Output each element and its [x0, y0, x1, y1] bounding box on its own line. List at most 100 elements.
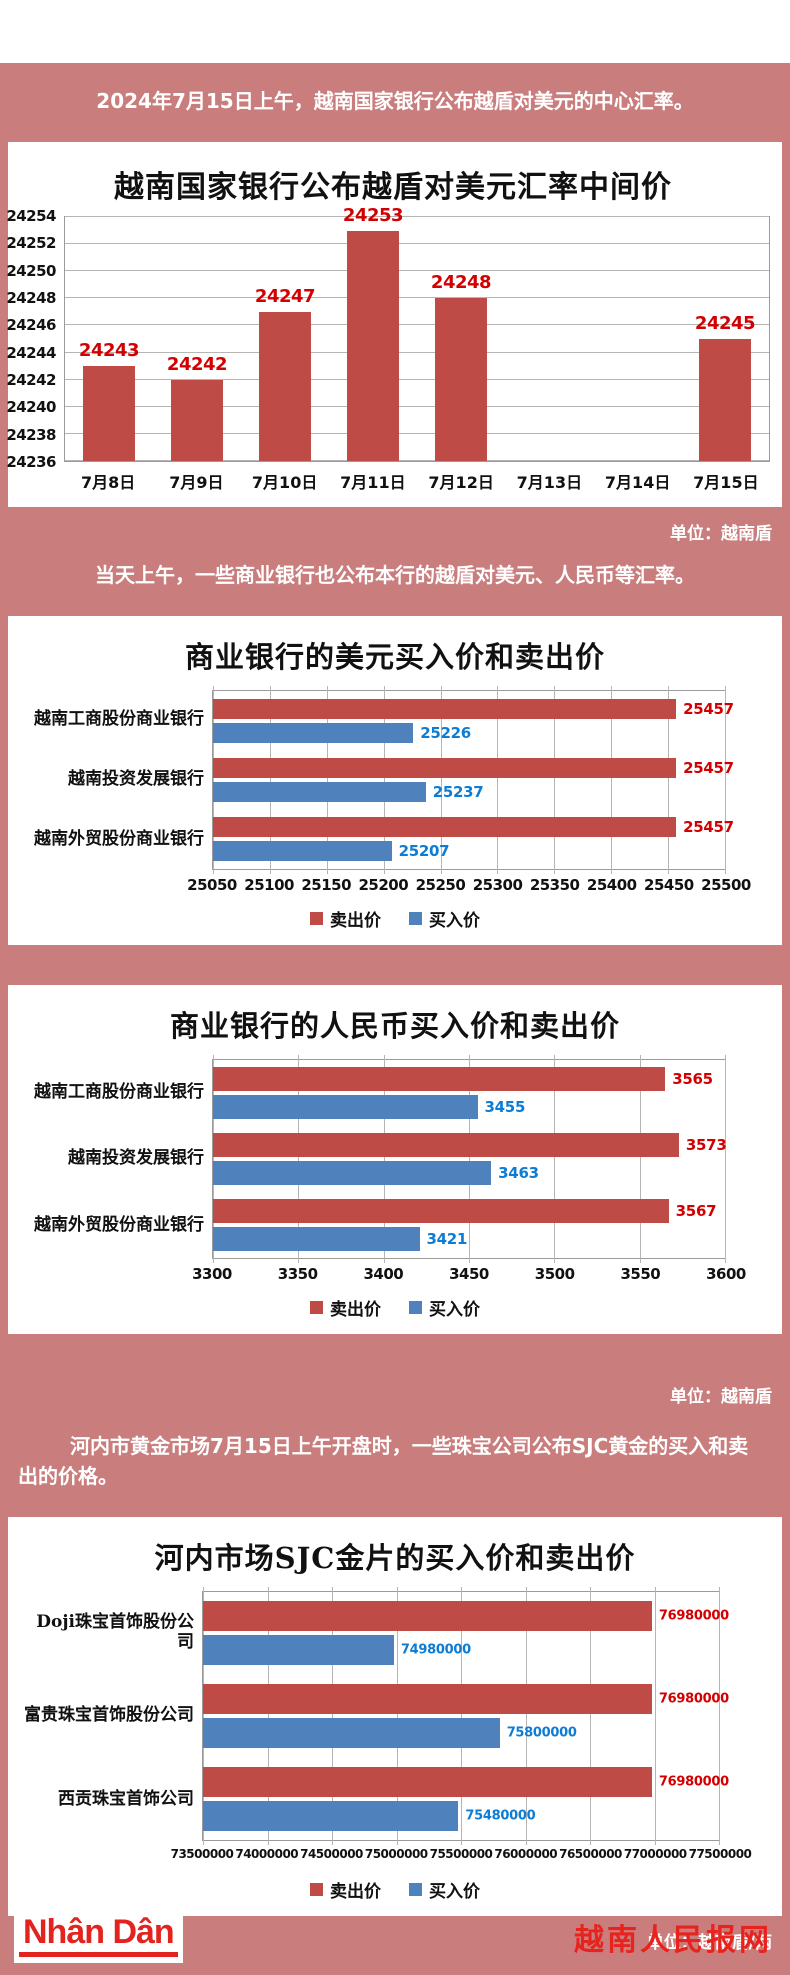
gridline [590, 1587, 591, 1845]
y-tick-label: 24242 [6, 371, 56, 389]
chart-body: 越南工商股份商业银行 越南投资发展银行 越南外贸股份商业银行 25457 25226 25… [20, 686, 770, 874]
x-tick-label: 3350 [277, 1265, 318, 1283]
chart-body: 越南工商股份商业银行 越南投资发展银行 越南外贸股份商业银行 3565 3455 3573… [20, 1055, 770, 1263]
chart-title-central-rate: 越南国家银行公布越盾对美元汇率中间价 [114, 170, 672, 205]
bar: 24247 [255, 286, 316, 461]
legend-item: 卖出价 [310, 1877, 381, 1902]
x-tick-label: 7月10日 [251, 473, 318, 492]
x-tick-label: 25450 [644, 876, 694, 894]
sell-bar: 25457 [213, 817, 734, 838]
unit-label-1: 单位：越南盾 [670, 524, 772, 544]
bar-value-label: 3573 [685, 1136, 727, 1154]
x-tick-label: 25200 [358, 876, 409, 894]
sell-bar: 76980000 [203, 1601, 729, 1632]
buy-bar: 74980000 [203, 1635, 471, 1666]
nhandan-logo: Nhân Dân [14, 1910, 183, 1963]
bar-column [593, 217, 681, 461]
y-axis: 24236 24238 24240 24242 24244 24246 24248 24250… [6, 207, 64, 471]
gridline [203, 1587, 204, 1845]
bar-value-label: 3567 [675, 1202, 717, 1220]
buy-bar: 25226 [213, 722, 471, 743]
bar-column: 24247 [241, 217, 329, 461]
bar-column: 24248 [417, 217, 505, 461]
y-tick-label: 24252 [6, 234, 56, 253]
y-tick-label: 24238 [6, 425, 56, 444]
bar-group: 3565 3455 [213, 1060, 725, 1126]
sell-legend-swatch [310, 912, 323, 925]
x-tick-label: 25500 [701, 876, 751, 894]
chart-card-usd-rates: 商业银行的美元买入价和卖出价 越南工商股份商业银行 越南投资发展银行 越南外贸股份商… [8, 616, 782, 945]
gridline [65, 270, 769, 272]
category-label: 西贡珠宝首饰公司 [58, 1788, 194, 1809]
y-tick-label: 24250 [6, 261, 56, 280]
buy-bar: 25237 [213, 781, 484, 802]
bar-value-label: 75800000 [506, 1725, 577, 1741]
plot-area: 76980000 74980000 76980000 75800000 76980000… [202, 1587, 729, 1845]
gridline [267, 1587, 269, 1845]
sell-legend-swatch [310, 1301, 323, 1314]
x-tick-label: 25150 [301, 876, 352, 894]
chart-title-gold-prices: 河内市场SJC金片的买入价和卖出价 [154, 1541, 636, 1575]
footer: Nhân Dân 越南人民报网 [14, 1910, 772, 1963]
bar-value-label: 74980000 [400, 1642, 471, 1658]
buy-legend-swatch [409, 1883, 422, 1896]
bar-value-label: 76980000 [658, 1691, 729, 1707]
bar-value-label: 25457 [683, 818, 734, 837]
central-rate-bar-chart: 24236 24238 24240 24242 24244 24246 24248 24250… [6, 205, 772, 493]
category-label: 富贵珠宝首饰股份公司 [24, 1705, 194, 1726]
gridline [440, 686, 442, 874]
category-axis: 越南工商股份商业银行 越南投资发展银行 越南外贸股份商业银行 [20, 1059, 212, 1259]
chart-title-usd-rates: 商业银行的美元买入价和卖出价 [184, 640, 605, 674]
bar-group: 25457 25226 [213, 691, 734, 750]
poster-background: 2024年7月15日上午，越南国家银行公布越盾对美元的中心汇率。 越南国家银行公… [0, 63, 790, 1975]
x-tick-label: 7月8日 [80, 473, 136, 492]
x-tick-label: 74000000 [235, 1847, 299, 1861]
bar-value-label: 75480000 [465, 1808, 536, 1824]
x-tick-label: 75500000 [429, 1847, 493, 1861]
bar-value-label: 25207 [398, 842, 450, 861]
bar-value-label: 25457 [683, 758, 734, 777]
y-tick-label: 24236 [6, 453, 56, 471]
usd-rates-bar-chart: 越南工商股份商业银行 越南投资发展银行 越南外贸股份商业银行 25457 25226 25… [20, 686, 770, 931]
buy-bar: 3455 [213, 1095, 525, 1119]
category-axis: 越南工商股份商业银行 越南投资发展银行 越南外贸股份商业银行 [20, 690, 212, 870]
chart-title-cny-rates: 商业银行的人民币买入价和卖出价 [169, 1009, 620, 1043]
x-tick-label: 73500000 [170, 1847, 234, 1861]
bar: 24253 [343, 205, 404, 461]
bar-value-label: 24247 [254, 285, 316, 307]
legend-item: 卖出价 [310, 906, 381, 931]
x-tick-label: 74500000 [300, 1847, 363, 1861]
category-label: 越南工商股份商业银行 [34, 1081, 204, 1102]
gridline [213, 1055, 214, 1263]
bar-group: 76980000 75480000 [203, 1757, 729, 1840]
x-tick-label: 7月11日 [340, 473, 406, 492]
gridline [326, 686, 328, 874]
unit-label-2: 单位：越南盾 [670, 1387, 772, 1407]
gold-prices-bar-chart: Doji珠宝首饰股份公司 富贵珠宝首饰股份公司 西贡珠宝首饰公司 76980000 74… [20, 1587, 770, 1902]
category-label: 越南投资发展银行 [68, 1148, 204, 1169]
site-name-text: 越南人民报网 [574, 1922, 772, 1958]
gridline [65, 324, 769, 326]
bar-column: 24253 [329, 205, 417, 461]
x-tick-label: 25050 [187, 876, 237, 894]
sell-bar: 3565 [213, 1067, 713, 1091]
gridline [65, 405, 769, 407]
gridline [65, 460, 769, 461]
sell-bar: 3573 [213, 1133, 727, 1157]
top-white-margin [0, 0, 790, 63]
bar-group: 3573 3463 [213, 1126, 727, 1192]
bar: 24242 [167, 354, 228, 461]
x-tick-label: 7月9日 [169, 473, 224, 492]
bar-value-label: 24243 [78, 340, 140, 362]
x-axis: 25050 25100 25150 25200 25250 25300 25350 25400… [187, 876, 751, 900]
x-tick-label: 25300 [472, 876, 523, 894]
gridline [525, 1587, 527, 1845]
gridline [725, 686, 726, 874]
y-tick-label: 24248 [6, 289, 56, 307]
sell-legend-swatch [310, 1883, 323, 1896]
intro-paragraph-commercial-banks: 当天上午，一些商业银行也公布本行的越盾对美元、人民币等汇率。 [95, 563, 695, 587]
gridline [461, 1587, 462, 1845]
x-tick-label: 75000000 [364, 1847, 428, 1861]
bar-group: 76980000 74980000 [203, 1592, 729, 1675]
legend-item: 买入价 [409, 1295, 480, 1320]
